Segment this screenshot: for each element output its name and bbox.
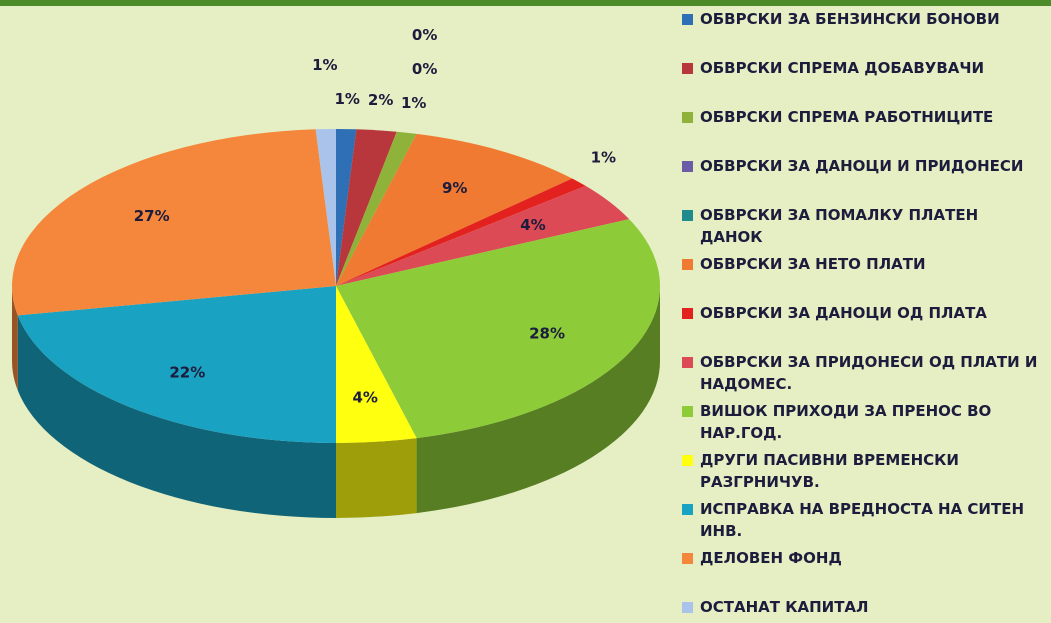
data-label: 22%	[169, 364, 205, 382]
legend-item: ОБВРСКИ ЗА ДАНОЦИ И ПРИДОНЕСИ	[682, 155, 1042, 177]
legend-label: ОБВРСКИ ЗА ПОМАЛКУ ПЛАТЕН ДАНОК	[700, 206, 979, 246]
legend-swatch	[682, 406, 693, 417]
slice	[336, 131, 417, 286]
data-label: 4%	[353, 389, 378, 407]
legend-swatch	[682, 455, 693, 466]
legend-item: ОБВРСКИ ЗА ПРИДОНЕСИ ОД ПЛАТИ И НАДОМЕС.	[682, 351, 1042, 395]
slice-side	[416, 286, 660, 514]
legend-label: ОБВРСКИ СПРЕМА РАБОТНИЦИТЕ	[700, 108, 994, 126]
slice	[336, 178, 586, 286]
slice	[336, 129, 397, 286]
legend-swatch	[682, 357, 693, 368]
legend-item: ОБВРСКИ СПРЕМА РАБОТНИЦИТЕ	[682, 106, 1042, 128]
legend-item: ВИШОК ПРИХОДИ ЗА ПРЕНОС ВО НАР.ГОД.	[682, 400, 1042, 444]
data-label: 1%	[401, 94, 426, 112]
legend-swatch	[682, 504, 693, 515]
legend-label: ДЕЛОВЕН ФОНД	[700, 549, 842, 567]
legend-label: ОСТАНАТ КАПИТАЛ	[700, 598, 869, 616]
slice	[336, 286, 417, 444]
legend-label: ДРУГИ ПАСИВНИ ВРЕМЕНСКИ РАЗГРНИЧУВ.	[700, 451, 959, 491]
data-label: 1%	[591, 148, 616, 166]
data-label: 0%	[412, 60, 437, 78]
data-label: 2%	[368, 91, 393, 109]
legend-item: ОБВРСКИ ЗА ДАНОЦИ ОД ПЛАТА	[682, 302, 1042, 324]
legend-swatch	[682, 161, 693, 172]
legend-label: ОБВРСКИ ЗА БЕНЗИНСКИ БОНОВИ	[700, 10, 1000, 28]
data-label: 4%	[520, 216, 545, 234]
legend-item: ОБВРСКИ ЗА НЕТО ПЛАТИ	[682, 253, 1042, 275]
legend-label: ИСПРАВКА НА ВРЕДНОСТА НА СИТЕН ИНВ.	[700, 500, 1025, 540]
slice	[12, 129, 336, 316]
slice	[17, 286, 337, 443]
legend-swatch	[682, 553, 693, 564]
legend-item: ОБВРСКИ ЗА ПОМАЛКУ ПЛАТЕН ДАНОК	[682, 204, 1042, 248]
legend-swatch	[682, 259, 693, 270]
legend-item: ИСПРАВКА НА ВРЕДНОСТА НА СИТЕН ИНВ.	[682, 498, 1042, 542]
legend-swatch	[682, 210, 693, 221]
slice-side	[17, 315, 337, 518]
legend-swatch	[682, 602, 693, 613]
legend-swatch	[682, 63, 693, 74]
slice	[315, 129, 336, 286]
slice	[336, 185, 630, 286]
slice	[336, 133, 573, 286]
legend-swatch	[682, 308, 693, 319]
legend-label: ОБВРСКИ ЗА ДАНОЦИ ОД ПЛАТА	[700, 304, 987, 322]
top-bar	[0, 0, 1051, 6]
data-label: 28%	[529, 325, 565, 343]
legend-item: ОБВРСКИ ЗА БЕНЗИНСКИ БОНОВИ	[682, 8, 1042, 30]
legend-swatch	[682, 112, 693, 123]
slice-side	[12, 286, 18, 391]
legend-label: ОБВРСКИ СПРЕМА ДОБАВУВАЧИ	[700, 59, 985, 77]
legend-label: ОБВРСКИ ЗА ДАНОЦИ И ПРИДОНЕСИ	[700, 157, 1024, 175]
data-label: 0%	[412, 26, 437, 44]
data-label: 1%	[312, 56, 337, 74]
slice	[336, 129, 357, 286]
slice	[336, 219, 661, 439]
legend-item: ДРУГИ ПАСИВНИ ВРЕМЕНСКИ РАЗГРНИЧУВ.	[682, 449, 1042, 493]
legend-label: ОБВРСКИ ЗА ПРИДОНЕСИ ОД ПЛАТИ И НАДОМЕС.	[700, 353, 1038, 393]
legend-item: ОБВРСКИ СПРЕМА ДОБАВУВАЧИ	[682, 57, 1042, 79]
data-label: 9%	[442, 179, 467, 197]
legend-label: ОБВРСКИ ЗА НЕТО ПЛАТИ	[700, 255, 926, 273]
legend-label: ВИШОК ПРИХОДИ ЗА ПРЕНОС ВО НАР.ГОД.	[700, 402, 992, 442]
data-label: 27%	[134, 207, 170, 225]
legend-item: ОСТАНАТ КАПИТАЛ	[682, 596, 1042, 618]
legend-swatch	[682, 14, 693, 25]
data-label: 1%	[334, 90, 359, 108]
slice-side	[336, 438, 417, 518]
legend-item: ДЕЛОВЕН ФОНД	[682, 547, 1042, 569]
